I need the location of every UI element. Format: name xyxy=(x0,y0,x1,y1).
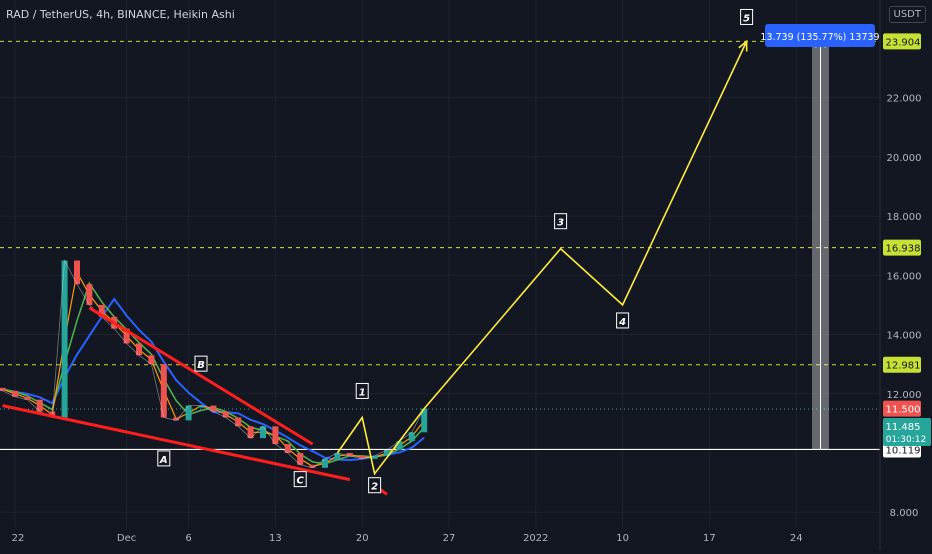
chart-title: RAD / TetherUS, 4h, BINANCE, Heikin Ashi xyxy=(6,8,235,21)
price-series xyxy=(0,259,428,469)
current-price-bg xyxy=(883,418,931,447)
corrective-label-c: C xyxy=(297,476,305,487)
corrective-label-b: B xyxy=(197,360,205,371)
price-candle xyxy=(322,458,328,468)
time-tick-label: 22 xyxy=(12,533,25,544)
wave-path xyxy=(336,41,748,476)
price-candle xyxy=(359,455,366,459)
price-line xyxy=(0,259,425,469)
price-tick-label: 22.000 xyxy=(887,94,922,105)
level-label: 16.938 xyxy=(886,244,921,255)
price-candle xyxy=(98,304,105,317)
horizontal-levels xyxy=(0,40,880,451)
level-label: 12.981 xyxy=(886,361,921,372)
price-tick-label: 20.000 xyxy=(887,153,922,164)
time-tick-label: 13 xyxy=(269,533,282,544)
corrective-label-a: A xyxy=(159,455,168,466)
wave-label-5-box xyxy=(740,8,754,25)
price-candle xyxy=(222,411,229,418)
price-candle xyxy=(309,464,316,468)
price-candle xyxy=(74,260,80,285)
grid xyxy=(0,0,880,527)
price-candle xyxy=(61,260,68,418)
price-candle xyxy=(123,328,130,344)
price-candle xyxy=(260,426,266,439)
price-tick-label: 18.000 xyxy=(887,212,922,223)
price-tick-label: 8.000 xyxy=(890,508,919,519)
price-axis: 22.000 20.000 18.000 16.000 14.000 12.000 8.00… xyxy=(879,0,932,550)
price-candle xyxy=(86,284,93,305)
corrective-label-a-box xyxy=(157,450,171,467)
currency-button[interactable]: USDT xyxy=(888,6,926,23)
price-candle xyxy=(284,444,291,453)
wave-label-2-box xyxy=(368,477,382,494)
price-candle xyxy=(12,390,18,397)
countdown-label: 01:30:12 xyxy=(886,435,926,445)
price-candle xyxy=(346,452,353,456)
price-candle xyxy=(185,405,192,421)
wedge-lines xyxy=(2,306,388,496)
price-candle xyxy=(384,450,390,456)
price-candle xyxy=(148,355,155,365)
time-tick-label: 17 xyxy=(703,533,716,544)
price-candle xyxy=(297,452,304,465)
time-tick-label: 20 xyxy=(356,533,369,544)
wave-label-3-box xyxy=(554,213,568,230)
wave-label-5: 5 xyxy=(743,13,750,24)
current-price-label: 11.485 xyxy=(886,422,921,433)
level-label: 23.904 xyxy=(886,37,921,48)
wave-label-4: 4 xyxy=(618,317,626,328)
wave-projection xyxy=(336,39,748,476)
wave-label-1-box xyxy=(355,382,369,399)
wave-label-4-box xyxy=(616,312,630,329)
wave-labels: 1 2 3 4 5 A B C xyxy=(157,8,754,494)
price-tick-label: 12.000 xyxy=(887,390,922,401)
corrective-label-c-box xyxy=(293,471,307,488)
price-candle xyxy=(24,396,31,400)
price-candle xyxy=(408,432,415,442)
price-candle xyxy=(421,408,428,433)
price-candle xyxy=(198,405,204,408)
wave-label-1: 1 xyxy=(359,387,366,398)
time-tick-label: 2022 xyxy=(523,533,548,544)
price-candle xyxy=(160,364,167,418)
time-tick-label: Dec xyxy=(117,533,136,544)
price-candle xyxy=(36,399,43,412)
price-candle xyxy=(173,417,180,421)
level-label-bg xyxy=(883,239,921,256)
time-tick-label: 6 xyxy=(185,533,191,544)
support-label: 10.119 xyxy=(886,445,921,456)
time-axis: 22 Dec 6 13 20 27 2022 10 17 24 xyxy=(12,533,803,544)
price-tick-label: 14.000 xyxy=(887,331,922,342)
measure-box xyxy=(765,24,875,47)
wave-arrowhead xyxy=(738,39,748,52)
corrective-label-b-box xyxy=(194,355,208,372)
wedge-line xyxy=(2,404,351,482)
time-tick-label: 24 xyxy=(790,533,803,544)
price-axis-bg xyxy=(880,0,932,550)
price-candle xyxy=(235,417,242,427)
price-tick-label: 16.000 xyxy=(887,271,922,282)
wedge-line xyxy=(88,306,314,446)
price-candle xyxy=(396,441,403,451)
price-candle xyxy=(210,405,217,412)
price-candle xyxy=(136,343,142,356)
level-label-bg xyxy=(883,356,921,373)
level-label-bg xyxy=(883,33,921,50)
measure-text: 13.739 (135.77%) 13739 xyxy=(760,32,879,43)
price-candle xyxy=(247,426,254,439)
last-price-label: 11.500 xyxy=(886,405,921,416)
price-candle xyxy=(272,426,279,445)
measure-tool: 13.739 (135.77%) 13739 xyxy=(760,24,880,450)
wave-label-3: 3 xyxy=(557,218,564,229)
price-candle xyxy=(371,455,378,459)
time-tick-label: 27 xyxy=(443,533,456,544)
price-candle xyxy=(334,452,341,459)
price-candle xyxy=(0,387,6,391)
wave-label-2: 2 xyxy=(371,482,378,493)
last-price-bg xyxy=(883,400,921,417)
time-tick-label: 10 xyxy=(616,533,629,544)
